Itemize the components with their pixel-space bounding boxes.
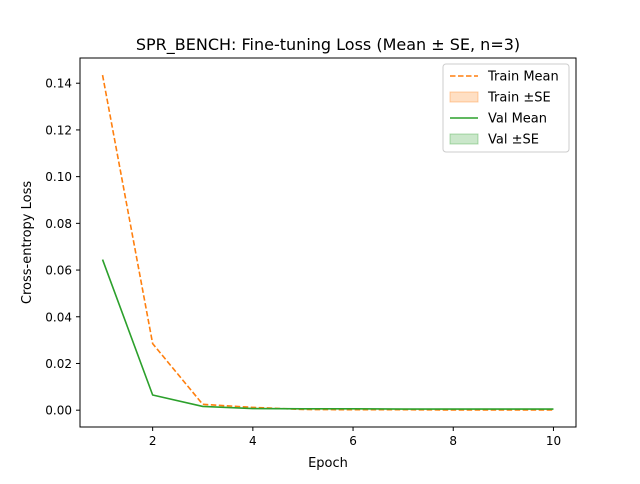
y-tick-label: 0.02 — [45, 357, 72, 371]
legend-label: Val Mean — [488, 112, 547, 127]
legend-patch-swatch — [450, 92, 478, 102]
legend: Train Mean Train ±SE Val Mean Val ±SE — [443, 64, 569, 152]
chart-title: SPR_BENCH: Fine-tuning Loss (Mean ± SE, … — [136, 35, 520, 55]
y-tick-label: 0.10 — [45, 170, 72, 184]
x-tick-label: 10 — [546, 434, 561, 448]
y-tick-label: 0.06 — [45, 264, 72, 278]
y-tick-label: 0.12 — [45, 123, 72, 137]
y-tick-label: 0.04 — [45, 310, 72, 324]
y-axis: 0.00 0.02 0.04 0.06 0.08 0.10 0.12 0.14 — [45, 77, 80, 418]
series-line-val-mean — [103, 260, 554, 409]
y-tick-label: 0.08 — [45, 217, 72, 231]
y-tick-label: 0.14 — [45, 77, 72, 91]
x-axis-label: Epoch — [308, 456, 348, 471]
legend-label: Train ±SE — [487, 91, 551, 106]
legend-patch-swatch — [450, 134, 478, 144]
y-axis-label: Cross-entropy Loss — [20, 181, 35, 304]
x-tick-label: 2 — [149, 434, 157, 448]
y-tick-label: 0.00 — [45, 404, 72, 418]
x-tick-label: 8 — [449, 434, 457, 448]
x-tick-label: 6 — [349, 434, 357, 448]
legend-label: Val ±SE — [488, 133, 539, 148]
x-axis: 2 4 6 8 10 — [149, 427, 561, 448]
legend-label: Train Mean — [487, 70, 559, 85]
x-tick-label: 4 — [249, 434, 257, 448]
